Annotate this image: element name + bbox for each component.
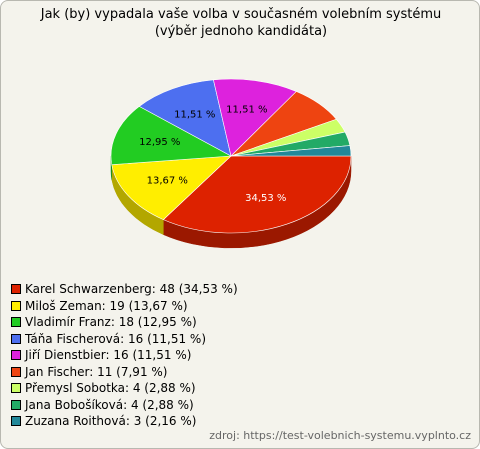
legend-swatch — [11, 383, 21, 394]
legend-swatch — [11, 284, 21, 295]
legend-item: Vladimír Franz: 18 (12,95 %) — [11, 314, 238, 331]
slice — [110, 106, 233, 166]
legend-swatch — [11, 416, 21, 427]
legend-item: Táňa Fischerová: 16 (11,51 %) — [11, 331, 238, 348]
data-label: 11,51 % — [226, 104, 267, 115]
legend-swatch — [11, 366, 21, 377]
pie-area: 34,53 % 13,67 % 12,95 % 11,51 % 11,51 % — [110, 78, 352, 249]
data-label: 13,67 % — [147, 176, 188, 187]
slice — [162, 155, 352, 234]
legend-item: Přemysl Sobotka: 4 (2,88 %) — [11, 380, 238, 397]
legend-swatch — [11, 350, 21, 361]
source: zdroj: https://test-volebnich-systemu.vy… — [209, 429, 471, 442]
legend-label: Přemysl Sobotka: 4 (2,88 %) — [25, 381, 196, 396]
legend-label: Jan Fischer: 11 (7,91 %) — [25, 364, 168, 379]
legend: Karel Schwarzenberg: 48 (34,53 %) Miloš Z… — [11, 281, 238, 430]
legend-swatch — [11, 333, 21, 344]
legend-item: Jana Bobošíková: 4 (2,88 %) — [11, 397, 238, 414]
legend-label: Zuzana Roithová: 3 (2,16 %) — [25, 414, 197, 429]
legend-item: Karel Schwarzenberg: 48 (34,53 %) — [11, 281, 238, 298]
legend-label: Jiří Dienstbier: 16 (11,51 %) — [25, 348, 192, 363]
slice — [213, 78, 297, 157]
legend-label: Miloš Zeman: 19 (13,67 %) — [25, 298, 188, 313]
legend-label: Jana Bobošíková: 4 (2,88 %) — [25, 397, 194, 412]
legend-swatch — [11, 300, 21, 311]
legend-item: Zuzana Roithová: 3 (2,16 %) — [11, 413, 238, 430]
data-label: 34,53 % — [245, 193, 286, 204]
legend-item: Miloš Zeman: 19 (13,67 %) — [11, 298, 238, 315]
data-label: 12,95 % — [139, 137, 180, 148]
slice — [230, 145, 352, 157]
data-label: 11,51 % — [174, 109, 215, 120]
slice — [138, 79, 232, 157]
legend-swatch — [11, 399, 21, 410]
legend-item: Jiří Dienstbier: 16 (11,51 %) — [11, 347, 238, 364]
legend-item: Jan Fischer: 11 (7,91 %) — [11, 364, 238, 381]
legend-label: Karel Schwarzenberg: 48 (34,53 %) — [25, 282, 238, 297]
legend-label: Táňa Fischerová: 16 (11,51 %) — [25, 331, 207, 346]
slice — [111, 155, 232, 220]
chart-title: Jak (by) vypadala vaše volba v současném… — [40, 7, 442, 39]
legend-label: Vladimír Franz: 18 (12,95 %) — [25, 315, 197, 330]
legend-swatch — [11, 317, 21, 328]
